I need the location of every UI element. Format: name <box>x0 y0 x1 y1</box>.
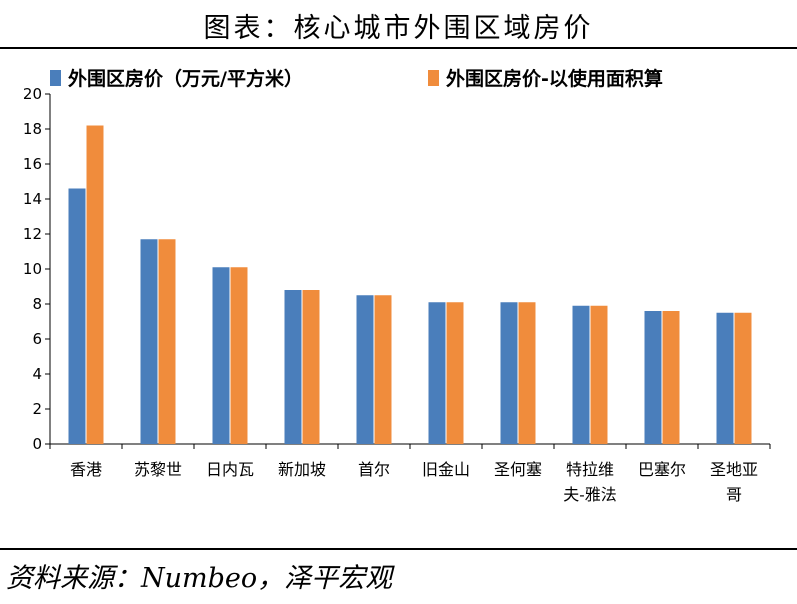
bar-series-2 <box>230 267 248 444</box>
x-tick-label: 新加坡 <box>278 460 326 479</box>
y-tick-label: 20 <box>23 85 42 103</box>
y-axis-ticks: 0 2 4 6 8 10 12 14 16 18 20 <box>23 85 50 453</box>
bar-series-2 <box>158 239 176 444</box>
bar-series-1 <box>212 267 230 444</box>
y-tick-label: 12 <box>23 225 42 243</box>
bar-series-1 <box>500 302 518 444</box>
x-tick-label: 圣地亚哥 <box>710 460 758 504</box>
legend-swatch-series-1 <box>50 70 61 86</box>
bar-series-2 <box>734 312 752 444</box>
x-tick-label: 首尔 <box>358 460 390 479</box>
y-tick-label: 6 <box>32 330 42 348</box>
bar-series-1 <box>644 311 662 444</box>
bar-series-1 <box>140 239 158 444</box>
y-tick-label: 2 <box>32 400 42 418</box>
legend: 外围区房价（万元/平方米） 外围区房价-以使用面积算 <box>50 67 663 90</box>
x-tick-label: 特拉维夫-雅法 <box>563 460 616 504</box>
bar-series-2 <box>374 295 392 444</box>
legend-swatch-series-2 <box>428 70 439 86</box>
y-tick-label: 4 <box>32 365 42 383</box>
bar-series-2 <box>590 305 608 444</box>
bottom-divider <box>0 548 797 550</box>
legend-label-series-1: 外围区房价（万元/平方米） <box>68 67 303 90</box>
top-divider <box>0 47 797 49</box>
bar-series-1 <box>284 290 302 444</box>
legend-label-series-2: 外围区房价-以使用面积算 <box>446 67 663 90</box>
bars <box>68 125 752 444</box>
y-tick-label: 0 <box>32 435 42 453</box>
bar-chart: 外围区房价（万元/平方米） 外围区房价-以使用面积算 0 2 4 6 8 10 12 14 16… <box>23 67 771 504</box>
bar-series-2 <box>446 302 464 444</box>
bar-series-2 <box>302 290 320 444</box>
bar-series-1 <box>716 312 734 444</box>
bar-series-1 <box>68 188 86 444</box>
axes <box>49 94 771 449</box>
x-tick-label: 旧金山 <box>422 460 470 479</box>
source-note: 资料来源：Numbeo，泽平宏观 <box>6 563 393 594</box>
x-tick-label: 香港 <box>70 460 102 479</box>
x-tick-label: 圣何塞 <box>494 460 542 479</box>
x-tick-label: 巴塞尔 <box>638 460 686 479</box>
y-tick-label: 18 <box>23 120 42 138</box>
y-tick-label: 10 <box>23 260 42 278</box>
bar-series-1 <box>428 302 446 444</box>
bar-series-2 <box>518 302 536 444</box>
bar-series-2 <box>86 125 104 444</box>
x-tick-label: 日内瓦 <box>206 460 254 479</box>
y-tick-label: 16 <box>23 155 42 173</box>
y-tick-label: 8 <box>32 295 42 313</box>
chart-title: 图表：核心城市外围区域房价 <box>203 13 594 44</box>
x-tick-label: 苏黎世 <box>134 460 182 479</box>
bar-series-2 <box>662 311 680 444</box>
bar-series-1 <box>572 305 590 444</box>
bar-series-1 <box>356 295 374 444</box>
y-tick-label: 14 <box>23 190 42 208</box>
x-axis-labels: 香港 苏黎世 日内瓦 新加坡 首尔 旧金山 圣何塞 特拉维夫-雅法 巴塞尔 圣地亚哥 <box>70 460 758 504</box>
